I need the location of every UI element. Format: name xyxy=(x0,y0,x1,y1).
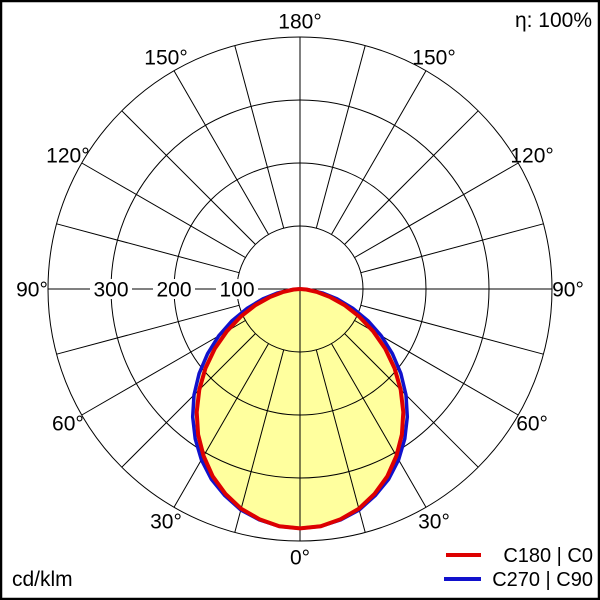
radial-tick-labels: 300 200 100 xyxy=(90,279,258,302)
radial-tick-label-100: 100 xyxy=(219,279,254,302)
radial-tick-bg-200 xyxy=(153,279,195,299)
grid-spoke-30 xyxy=(331,343,427,508)
grid-spoke-210 xyxy=(173,70,269,235)
angle-labels: 0° 30° 30° 60° 60° 90° 90° 120° 120° 150° 150° 180° xyxy=(16,11,584,570)
angle-label-180: 180° xyxy=(278,11,321,34)
grid-spoke-285 xyxy=(56,304,240,355)
grid-spoke-165 xyxy=(315,45,366,229)
grid-spoke-45 xyxy=(344,333,479,468)
grid-spoke-225 xyxy=(121,110,256,245)
angle-label-150-left: 150° xyxy=(144,46,187,69)
legend-item-c90-c270: C270 | C90 xyxy=(444,569,593,591)
grid-spoke-75 xyxy=(360,304,544,355)
grid-spoke-105 xyxy=(360,223,544,274)
grid-spoke-255 xyxy=(56,223,240,274)
angle-label-60-right: 60° xyxy=(516,413,548,436)
unit-label: cd/klm xyxy=(12,568,73,591)
curve-c180-c0 xyxy=(194,287,406,531)
legend-label-c90-c270: C270 | C90 xyxy=(492,569,593,591)
grid-spoke-315 xyxy=(121,333,256,468)
grid-spoke-330 xyxy=(173,343,269,508)
grid-spoke-15 xyxy=(315,349,366,533)
angle-label-90-left: 90° xyxy=(16,279,48,302)
angle-label-90-right: 90° xyxy=(552,279,584,302)
legend-item-c0-c180: C180 | C0 xyxy=(446,545,593,567)
angle-label-120-left: 120° xyxy=(46,145,89,168)
grid-spoke-150 xyxy=(331,70,427,235)
radial-tick-bg-300 xyxy=(90,279,132,299)
grid-spoke-345 xyxy=(234,349,285,533)
legend: C180 | C0 C270 | C90 xyxy=(444,545,593,591)
angle-label-60-left: 60° xyxy=(52,413,84,436)
grid-spoke-195 xyxy=(234,45,285,229)
grid-spoke-120 xyxy=(354,162,519,258)
legend-label-c0-c180: C180 | C0 xyxy=(503,545,593,567)
angle-label-150-right: 150° xyxy=(412,46,455,69)
grid-spoke-135 xyxy=(344,110,479,245)
angle-label-0: 0° xyxy=(290,547,310,570)
radial-tick-bg-100 xyxy=(216,279,258,299)
radial-tick-label-300: 300 xyxy=(93,279,128,302)
angle-label-120-right: 120° xyxy=(510,145,553,168)
grid-spoke-240 xyxy=(81,162,246,258)
angle-label-30-right: 30° xyxy=(418,511,450,534)
angle-label-30-left: 30° xyxy=(150,511,182,534)
efficiency-label: η: 100% xyxy=(515,9,592,32)
radial-tick-label-200: 200 xyxy=(156,279,191,302)
distribution-curves xyxy=(190,287,410,531)
